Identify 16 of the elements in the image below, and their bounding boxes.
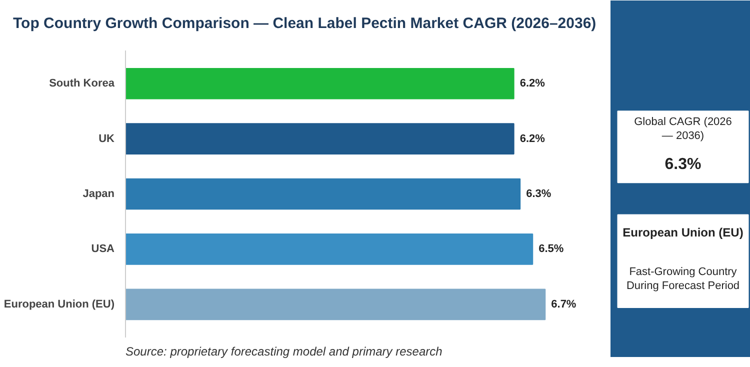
y-tick-label: South Korea <box>49 78 116 90</box>
chart-title: Top Country Growth Comparison — Clean Label Pectin Market CAGR (2026–2036) <box>12 14 596 34</box>
y-tick-label: USA <box>91 243 115 256</box>
text: Global CAGR (2026 — 2036) <box>634 116 732 142</box>
source-note: Source: proprietary forecasting model and primary research <box>126 344 443 358</box>
text: European Union (EU) <box>622 226 744 240</box>
text: Fast-Growing Country During Forecast Period <box>626 266 740 292</box>
data-label: 6.5% <box>538 243 564 256</box>
y-tick-label: Japan <box>82 188 115 200</box>
text: 6.3% <box>664 156 702 174</box>
data-label: 6.2% <box>520 132 546 145</box>
data-label: 6.3% <box>526 188 552 200</box>
data-label: 6.7% <box>551 298 576 310</box>
y-tick-label: UK <box>98 132 115 145</box>
data-label: 6.2% <box>520 78 546 90</box>
y-tick-label: European Union (EU) <box>4 298 115 310</box>
